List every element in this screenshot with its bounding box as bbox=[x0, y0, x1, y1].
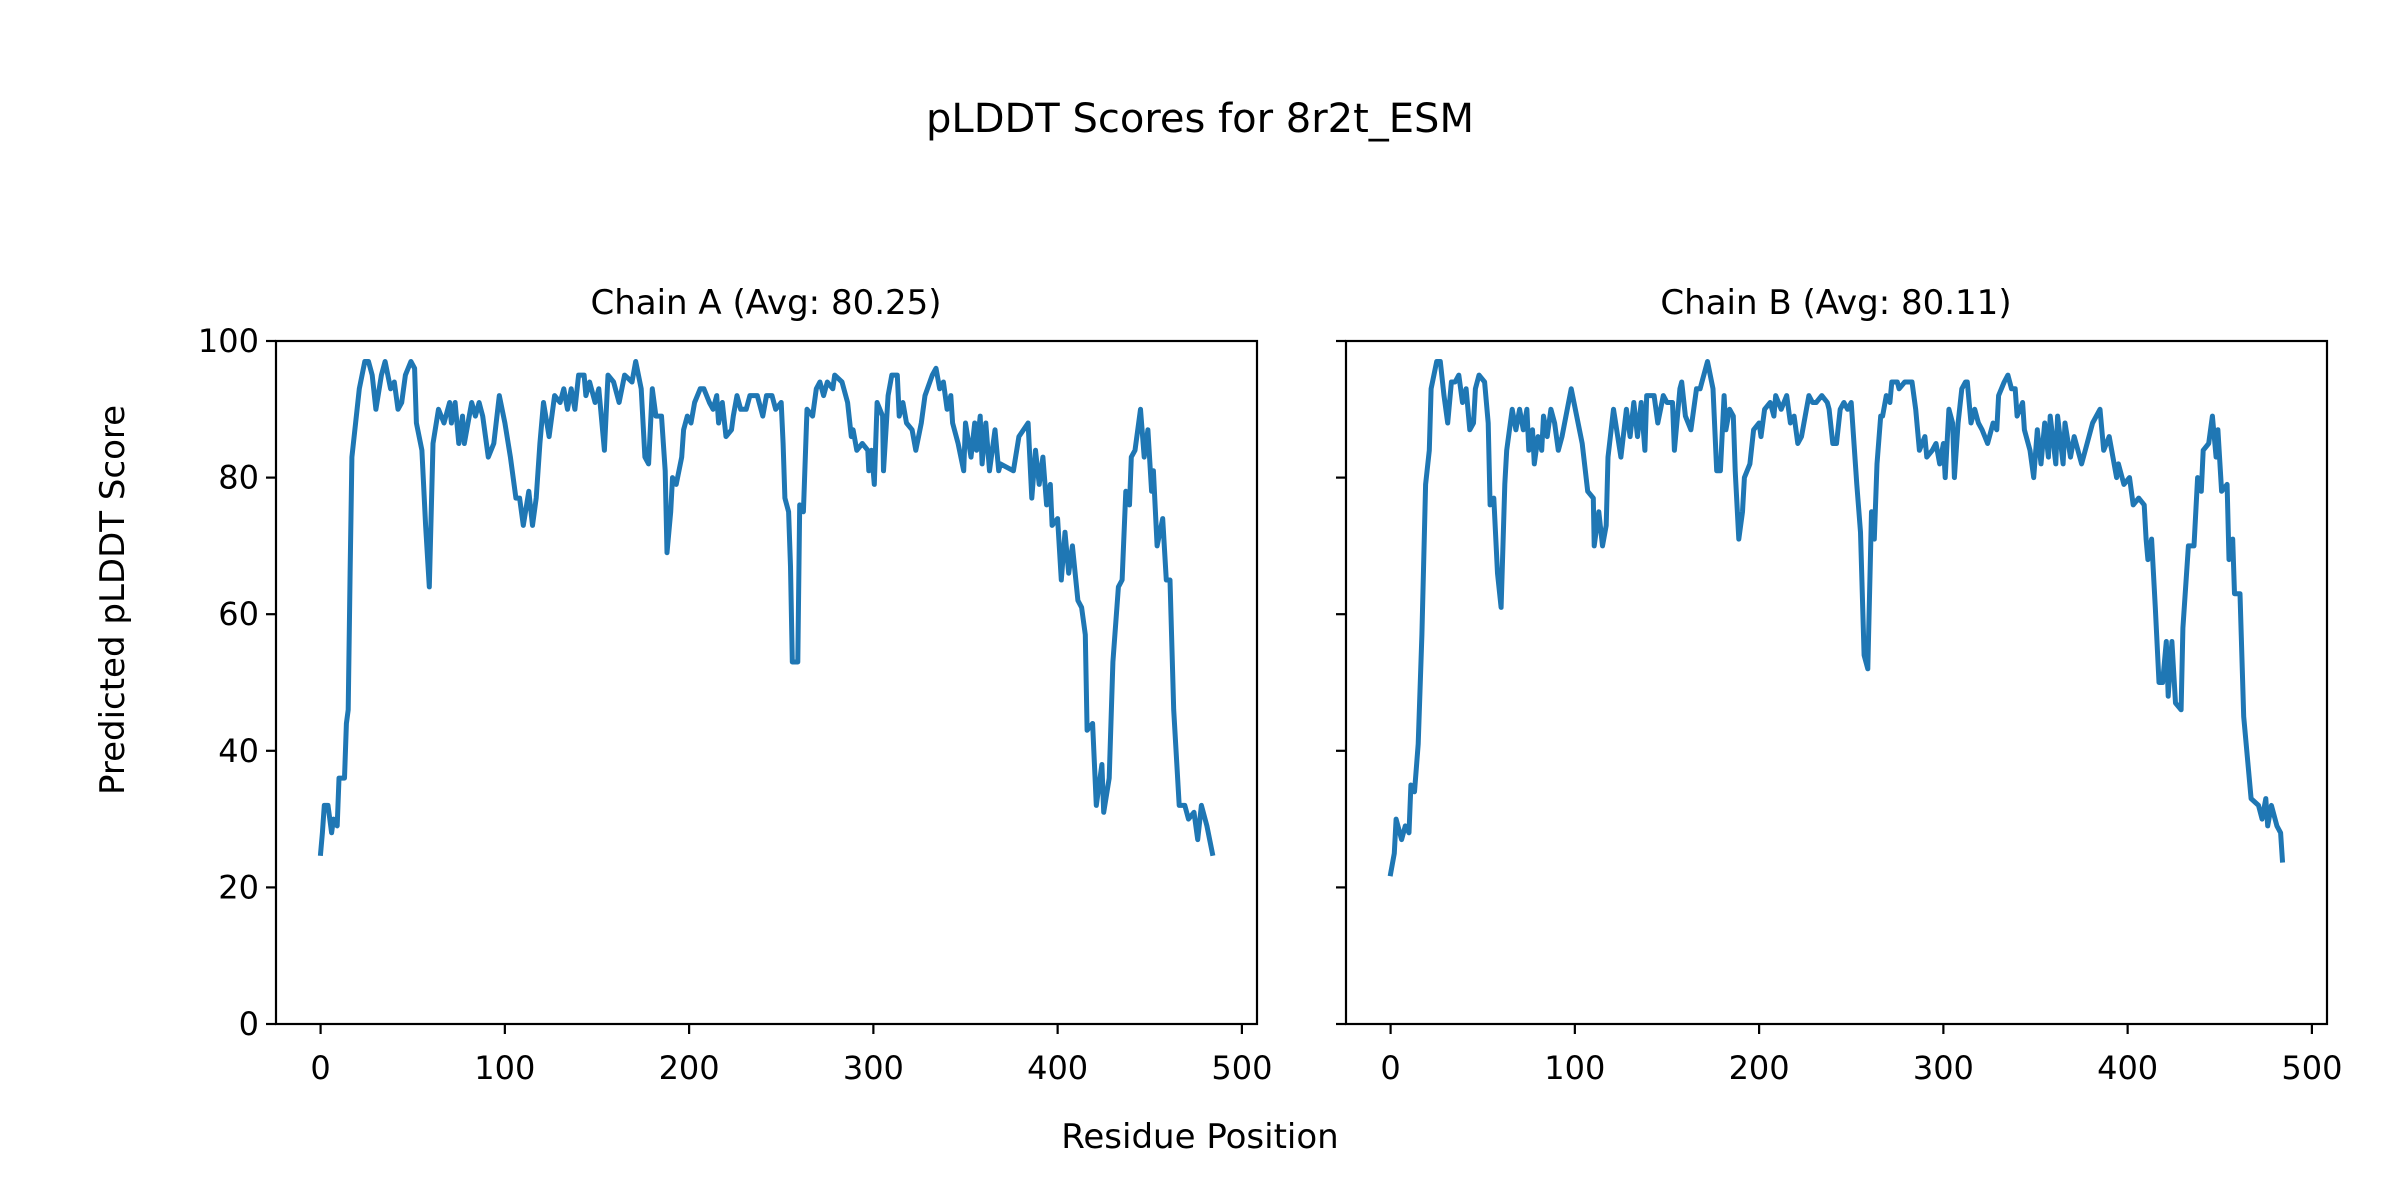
chain-b-panel: Chain B (Avg: 80.11) 0 100 200 300 400 500 bbox=[1336, 283, 2342, 1087]
chain-a-ytick-label: 60 bbox=[218, 595, 259, 633]
chain-a-ytick-label: 80 bbox=[218, 459, 259, 497]
chain-a-ytick-label: 100 bbox=[198, 322, 259, 360]
chain-b-xtick-label: 400 bbox=[2097, 1049, 2158, 1087]
chain-a-xtick-label: 300 bbox=[843, 1049, 904, 1087]
chain-a-title: Chain A (Avg: 80.25) bbox=[590, 283, 941, 323]
chain-b-xtick-label: 100 bbox=[1544, 1049, 1605, 1087]
chain-a-plddt-line bbox=[317, 359, 1216, 857]
chain-b-title: Chain B (Avg: 80.11) bbox=[1660, 283, 2011, 323]
y-axis-label: Predicted pLDDT Score bbox=[93, 405, 133, 795]
chain-a-xtick-label: 100 bbox=[474, 1049, 535, 1087]
chain-b-xtick-label: 500 bbox=[2281, 1049, 2342, 1087]
chain-b-xtick-label: 0 bbox=[1380, 1049, 1400, 1087]
chain-a-panel: Chain A (Avg: 80.25) 0 100 200 300 400 500 0 20… bbox=[198, 283, 1273, 1087]
chain-a-ytick-label: 20 bbox=[218, 868, 259, 906]
x-axis-label: Residue Position bbox=[1061, 1117, 1338, 1157]
chain-a-xtick-label: 500 bbox=[1211, 1049, 1272, 1087]
chain-b-xtick-label: 300 bbox=[1913, 1049, 1974, 1087]
chain-a-xtick-label: 200 bbox=[659, 1049, 720, 1087]
chain-a-ytick-label: 0 bbox=[239, 1005, 259, 1043]
chain-b-axes-frame bbox=[1344, 339, 2329, 1026]
chain-a-xtick-label: 400 bbox=[1027, 1049, 1088, 1087]
chain-a-xtick-label: 0 bbox=[310, 1049, 330, 1087]
chain-b-plddt-line bbox=[1387, 359, 2286, 877]
chain-b-xtick-label: 200 bbox=[1729, 1049, 1790, 1087]
chain-a-axes-frame bbox=[274, 339, 1259, 1026]
figure-title: pLDDT Scores for 8r2t_ESM bbox=[926, 96, 1474, 142]
chain-a-ytick-label: 40 bbox=[218, 732, 259, 770]
